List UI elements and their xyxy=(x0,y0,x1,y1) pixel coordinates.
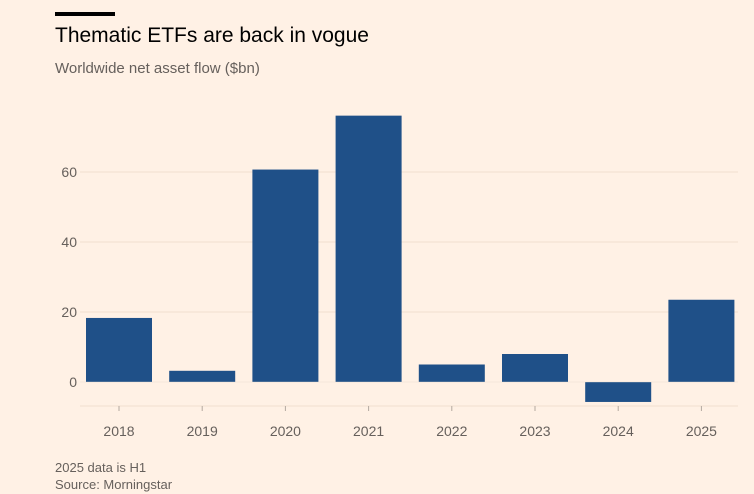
bar xyxy=(502,354,568,382)
bar xyxy=(86,317,152,382)
chart-note: 2025 data is H1 xyxy=(55,460,147,475)
bar xyxy=(252,169,319,382)
x-tick-label: 2019 xyxy=(187,423,218,439)
x-tick-label: 2018 xyxy=(103,423,134,439)
x-tick-label: 2020 xyxy=(270,423,301,439)
y-tick-label: 40 xyxy=(61,234,77,250)
title-accent-bar xyxy=(55,12,115,16)
y-tick-label: 60 xyxy=(61,164,77,180)
bar xyxy=(169,370,236,382)
y-tick-label: 0 xyxy=(69,374,77,390)
chart-source: Source: Morningstar xyxy=(55,477,173,492)
chart-title: Thematic ETFs are back in vogue xyxy=(55,24,369,47)
x-tick-label: 2022 xyxy=(436,423,467,439)
bar xyxy=(585,382,652,402)
x-tick-label: 2025 xyxy=(686,423,717,439)
y-tick-label: 20 xyxy=(61,304,77,320)
x-tick-label: 2023 xyxy=(519,423,550,439)
x-tick-label: 2021 xyxy=(353,423,384,439)
bar xyxy=(668,299,735,382)
bar xyxy=(335,115,402,383)
x-tick-label: 2024 xyxy=(603,423,634,439)
bar xyxy=(418,364,485,382)
chart-subtitle: Worldwide net asset flow ($bn) xyxy=(55,60,260,77)
